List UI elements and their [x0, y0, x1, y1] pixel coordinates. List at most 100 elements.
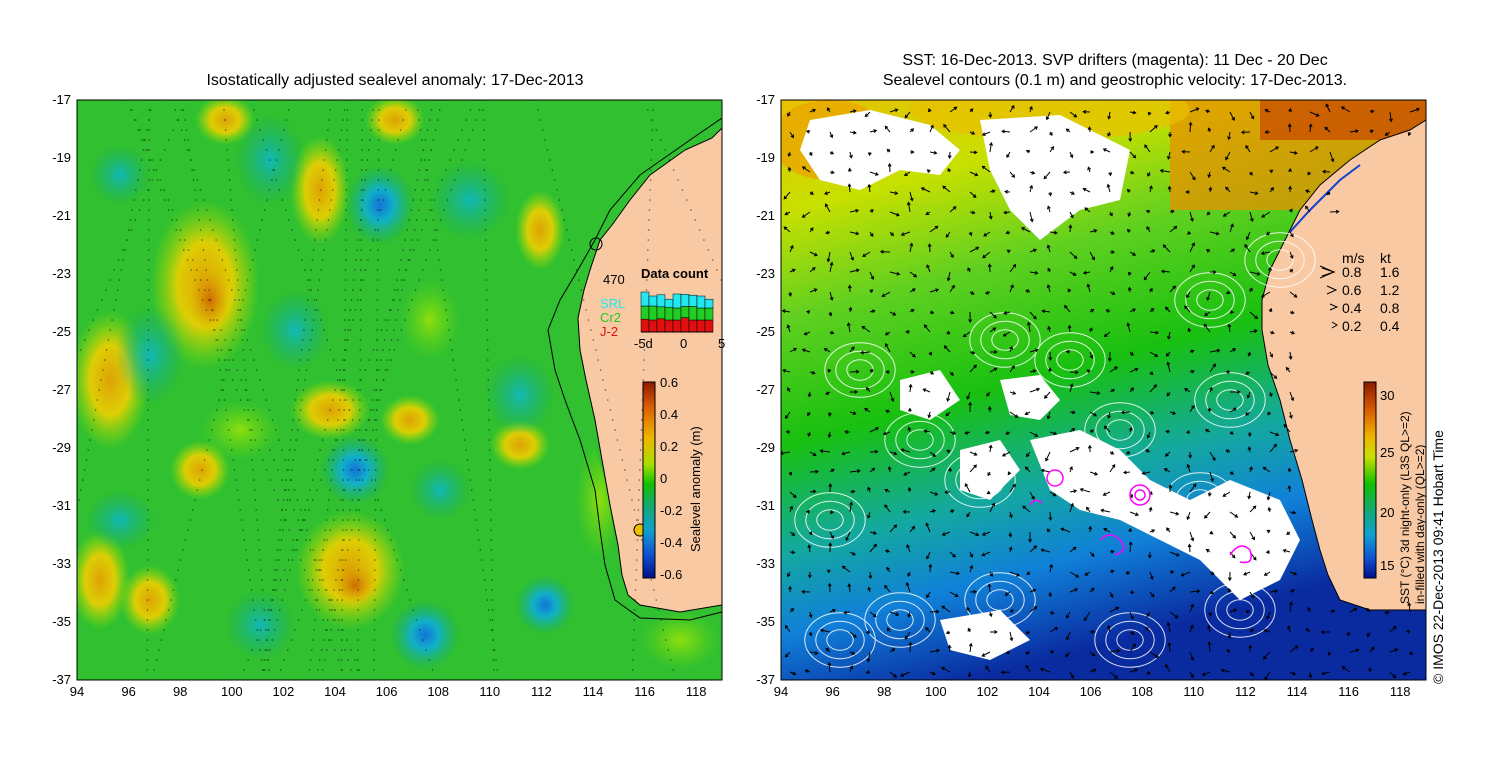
right-y-tick-9: -35 [756, 614, 775, 629]
histo-bar-srl-8 [704, 298, 714, 309]
histo-x-label-2: 0 [680, 336, 688, 351]
histo-bar-j-2-3 [664, 319, 674, 333]
histo-bar-j-2-2 [656, 318, 666, 333]
sla-colorbar-tick-4: -0.2 [660, 503, 683, 518]
histo-bar-srl-0 [640, 291, 650, 307]
histo-bar-j-2-6 [688, 319, 698, 333]
histo-bar-cr2-4 [672, 307, 682, 321]
right-x-tick-3: 100 [924, 684, 947, 699]
histo-bar-j-2-8 [704, 319, 714, 333]
data-count-title: Data count [641, 266, 709, 281]
right-map-frame [780, 99, 1427, 681]
left-x-tick-2: 98 [172, 684, 188, 699]
left-x-tick-3: 100 [220, 684, 243, 699]
left-map-frame [76, 99, 723, 681]
right-y-tick-5: -27 [756, 382, 775, 397]
right-y-tick-1: -19 [756, 150, 775, 165]
sla-colorbar-label: Sealevel anomaly (m) [688, 426, 703, 552]
velocity-arrows [781, 103, 1421, 680]
velocity-legend-ms-0: 0.8 [1342, 264, 1362, 280]
velocity-legend-kt-3: 0.4 [1380, 318, 1400, 334]
left-x-tick-4: 102 [272, 684, 295, 699]
left-x-tick-1: 96 [121, 684, 136, 699]
histo-bar-srl-5 [680, 294, 690, 307]
right-y-tick-7: -31 [756, 498, 775, 513]
sst-colorbar-label-line1: SST (°C) 3d night-only (L3S QL>=2) [1398, 411, 1412, 604]
right-x-tick-4: 102 [976, 684, 999, 699]
right-y-tick-0: -17 [756, 92, 775, 107]
left-x-tick-0: 94 [69, 684, 85, 699]
left-y-tick-7: -31 [52, 498, 71, 513]
histo-bar-srl-1 [648, 295, 658, 307]
left-x-tick-5: 104 [324, 684, 346, 699]
right-x-tick-9: 112 [1235, 684, 1256, 699]
sla-colorbar-tick-1: 0.4 [660, 407, 679, 422]
right-x-tick-11: 116 [1338, 684, 1359, 699]
sealevel-contours [794, 232, 1316, 668]
histo-bar-cr2-3 [664, 306, 674, 321]
right-x-tick-12: 118 [1389, 684, 1411, 699]
histo-x-label-3: 5 [718, 336, 726, 351]
svp-drifters [1029, 469, 1252, 564]
right-y-tick-10: -37 [756, 672, 775, 687]
velocity-legend-kt-2: 0.8 [1380, 300, 1400, 316]
histo-bar-srl-4 [672, 293, 682, 309]
left-x-tick-10: 114 [582, 684, 604, 699]
velocity-legend-kt-1: 1.2 [1380, 282, 1400, 298]
right-x-tick-7: 108 [1131, 684, 1154, 699]
histo-bar-j-2-1 [648, 319, 658, 333]
right-y-tick-6: -29 [756, 440, 775, 455]
sst-colorbar-label-line2: in-filled with day-only (QL>=2) [1413, 444, 1427, 604]
left-y-tick-3: -23 [52, 266, 71, 281]
right-x-tick-8: 110 [1183, 684, 1205, 699]
right-map-title-line1: SST: 16-Dec-2013. SVP drifters (magenta)… [902, 52, 1328, 69]
sst-colorbar-tick-3: 15 [1380, 558, 1395, 573]
sla-colorbar-tick-2: 0.2 [660, 439, 679, 454]
right-y-tick-8: -33 [756, 556, 775, 571]
right-map-field [781, 100, 1426, 680]
left-x-tick-9: 112 [531, 684, 552, 699]
left-map-title: Isostatically adjusted sealevel anomaly:… [206, 72, 584, 89]
right-x-tick-10: 114 [1286, 684, 1308, 699]
velocity-legend-kt-header: kt [1380, 250, 1391, 266]
histo-bar-srl-6 [688, 294, 698, 307]
left-x-tick-12: 118 [685, 684, 707, 699]
left-x-tick-6: 106 [375, 684, 398, 699]
left-y-tick-8: -33 [52, 556, 71, 571]
histo-bar-cr2-7 [696, 307, 706, 321]
right-y-tick-3: -23 [756, 266, 775, 281]
right-x-tick-2: 98 [876, 684, 892, 699]
legend-j2: J-2 [600, 324, 619, 339]
sla-colorbar-tick-5: -0.4 [660, 535, 683, 550]
data-count-histogram [640, 291, 714, 333]
right-x-tick-0: 94 [773, 684, 789, 699]
right-x-tick-6: 106 [1079, 684, 1102, 699]
sla-colorbar [642, 381, 656, 579]
histo-bar-j-2-5 [680, 317, 690, 333]
left-y-tick-4: -25 [52, 324, 71, 339]
imos-credit: © IMOS 22-Dec-2013 09:41 Hobart Time [1430, 430, 1446, 684]
histo-bar-cr2-5 [680, 306, 690, 318]
histo-bar-j-2-7 [696, 319, 706, 333]
right-y-tick-2: -21 [756, 208, 775, 223]
right-y-tick-4: -25 [756, 324, 775, 339]
sst-colorbar-tick-0: 30 [1380, 388, 1395, 403]
right-x-tick-5: 104 [1028, 684, 1050, 699]
histo-bar-cr2-2 [656, 306, 666, 320]
histo-bar-srl-3 [664, 298, 674, 308]
histo-x-label-1: -5d [634, 336, 653, 351]
histo-bar-cr2-6 [688, 306, 698, 321]
velocity-legend-ms-header: m/s [1342, 250, 1365, 266]
left-map-field [77, 100, 722, 680]
legend-cr2: Cr2 [600, 310, 621, 325]
velocity-legend-ms-3: 0.2 [1342, 318, 1362, 334]
left-y-tick-10: -37 [52, 672, 71, 687]
left-x-tick-8: 110 [479, 684, 501, 699]
sst-colorbar-tick-1: 25 [1380, 445, 1395, 460]
sla-colorbar-tick-0: 0.6 [660, 375, 679, 390]
sla-colorbar-tick-3: 0 [660, 471, 668, 486]
left-y-tick-0: -17 [52, 92, 71, 107]
left-y-tick-9: -35 [52, 614, 71, 629]
histo-bar-srl-7 [696, 295, 706, 309]
